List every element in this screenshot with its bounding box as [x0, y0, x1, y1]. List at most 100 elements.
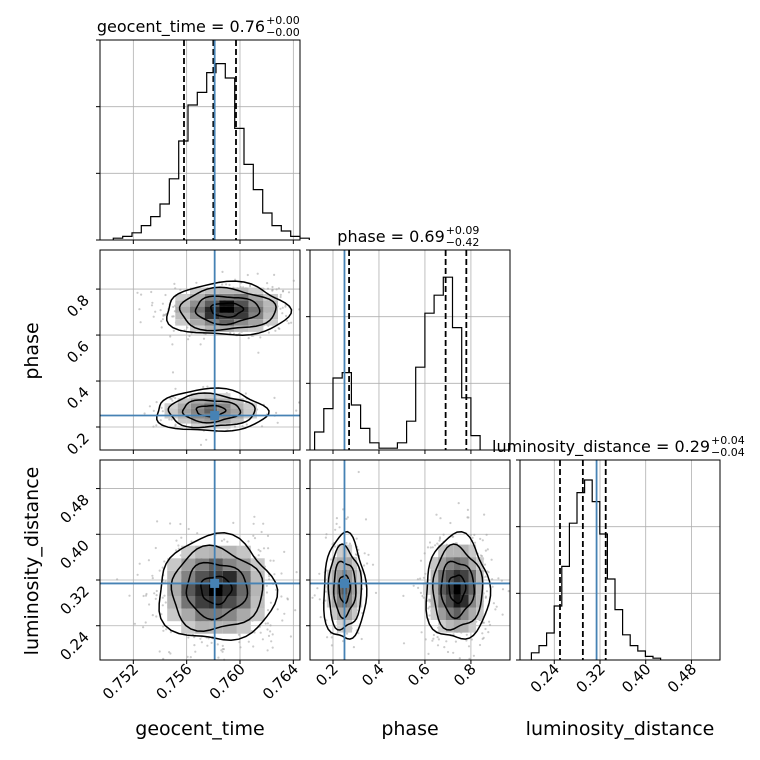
- sample-point: [324, 599, 327, 602]
- sample-point: [492, 602, 495, 605]
- sample-point: [275, 588, 278, 591]
- truth-marker: [210, 411, 220, 421]
- density-cell: [476, 582, 484, 595]
- sample-point: [161, 410, 164, 413]
- sample-point: [150, 290, 153, 294]
- y-tick-label: 0.40: [56, 536, 92, 572]
- sample-point: [163, 560, 166, 563]
- density-cell: [230, 408, 244, 414]
- density-cell: [438, 594, 446, 608]
- contour-line: [432, 543, 484, 631]
- sample-point: [164, 293, 167, 297]
- density-cell: [248, 319, 264, 326]
- density-cell: [223, 570, 237, 584]
- sample-point: [426, 546, 430, 549]
- sample-point: [269, 601, 272, 604]
- x-tick-label: 0.40: [618, 660, 654, 696]
- density-cell: [175, 319, 190, 326]
- sample-point: [233, 425, 237, 428]
- sample-point: [276, 608, 279, 611]
- contours-layer: [156, 280, 492, 641]
- density-cell: [336, 594, 342, 608]
- sample-point: [439, 517, 442, 520]
- sample-point: [128, 594, 131, 597]
- density-cell: [336, 544, 342, 558]
- sample-point: [287, 322, 290, 325]
- sample-point: [452, 651, 455, 654]
- sample-point: [150, 304, 154, 307]
- sample-point: [253, 631, 256, 634]
- sample-point: [265, 591, 269, 594]
- sample-point: [427, 607, 430, 610]
- sample-point: [424, 572, 427, 575]
- sample-point: [286, 597, 289, 600]
- sample-point: [216, 643, 219, 646]
- density-cell: [460, 582, 469, 595]
- sample-point: [247, 337, 250, 340]
- density-cell: [190, 306, 205, 313]
- sample-point: [220, 649, 223, 652]
- contour-line: [425, 530, 492, 640]
- sample-point: [158, 650, 161, 653]
- contour-line: [185, 561, 249, 621]
- sample-point: [266, 609, 270, 612]
- sample-point: [346, 516, 349, 519]
- sample-point: [161, 302, 164, 305]
- density-cell: [195, 545, 209, 559]
- sample-point: [275, 411, 278, 414]
- sample-point: [295, 409, 298, 412]
- density-cell: [223, 596, 237, 609]
- panel-frame: [309, 249, 511, 451]
- density-cell: [263, 294, 278, 301]
- sample-point: [424, 638, 427, 641]
- sample-point: [402, 642, 406, 645]
- sample-point: [168, 418, 171, 421]
- sample-point: [206, 644, 209, 647]
- sample-point: [260, 425, 264, 428]
- sample-point: [294, 609, 297, 612]
- truth-marker: [339, 578, 349, 588]
- density-cell: [460, 620, 469, 633]
- sample-point: [180, 536, 183, 539]
- sample-point: [261, 638, 264, 641]
- density-cell: [204, 408, 218, 414]
- sample-point: [266, 287, 270, 290]
- sample-point: [468, 657, 471, 660]
- sample-point: [186, 326, 189, 329]
- sample-point: [221, 650, 224, 653]
- sample-point: [171, 371, 175, 374]
- density-cell: [243, 403, 257, 409]
- sample-point: [172, 315, 175, 318]
- sample-point: [155, 615, 158, 618]
- density-cell: [177, 418, 191, 424]
- sample-point: [202, 385, 205, 389]
- x-axis-label-geocent-time: geocent_time: [135, 718, 264, 740]
- panel-frame: [519, 459, 721, 661]
- sample-point: [271, 646, 274, 649]
- sample-point: [357, 632, 360, 635]
- sample-point: [374, 591, 378, 595]
- sample-point: [154, 310, 157, 313]
- sample-point: [363, 552, 366, 555]
- sample-point: [285, 314, 288, 318]
- sample-point: [295, 571, 298, 574]
- sample-point: [472, 654, 475, 657]
- sample-point: [221, 644, 224, 648]
- sample-point: [148, 603, 151, 606]
- density-cell: [167, 596, 182, 609]
- sample-point: [264, 622, 267, 625]
- sample-point: [279, 307, 282, 310]
- sample-point: [467, 516, 470, 519]
- density-cell: [177, 403, 191, 409]
- sample-point: [290, 321, 293, 324]
- density-cell: [336, 569, 342, 583]
- contour-line: [210, 302, 245, 318]
- sample-point: [151, 301, 154, 304]
- sample-point: [249, 284, 252, 287]
- contour-line: [166, 280, 293, 336]
- density-cell: [209, 621, 223, 634]
- x-tick-label: 0.6: [404, 660, 434, 690]
- contour-line: [332, 560, 357, 620]
- density-cell: [181, 608, 196, 622]
- y-tick-label: 0.2: [63, 429, 93, 459]
